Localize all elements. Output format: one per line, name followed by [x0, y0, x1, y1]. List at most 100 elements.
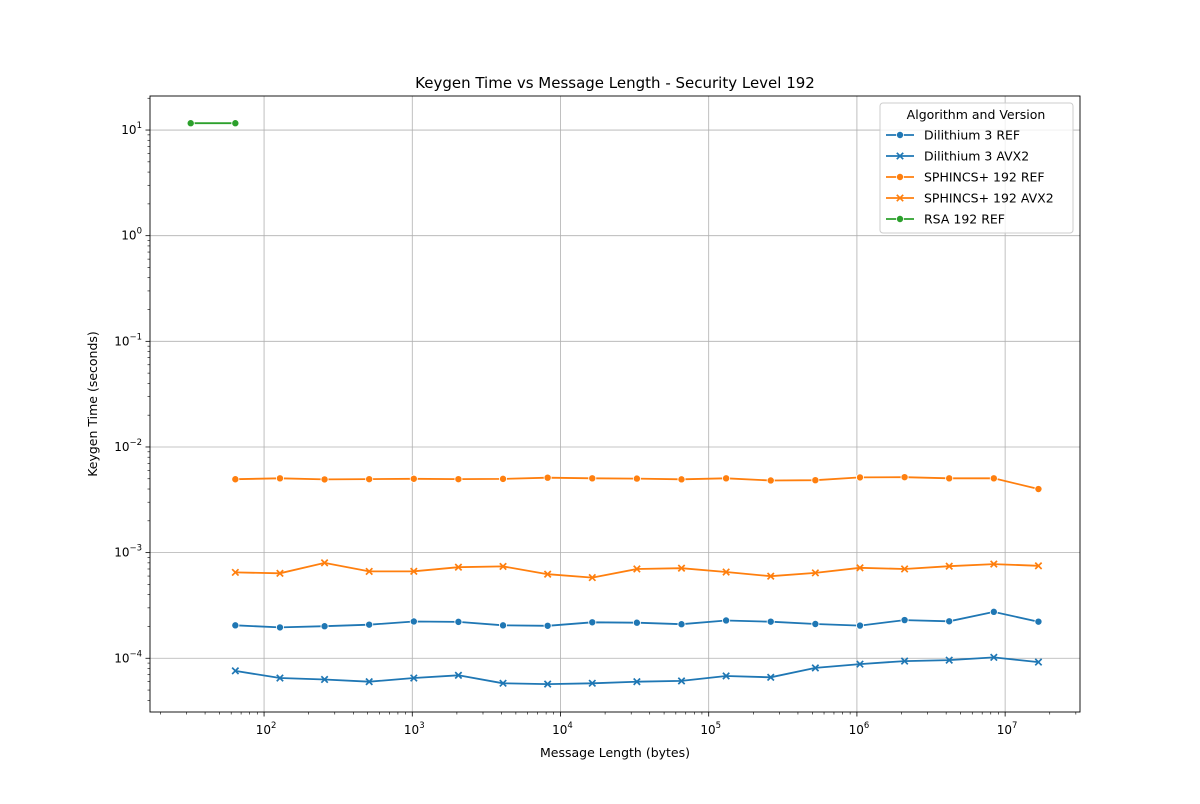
legend-swatch-marker: [896, 194, 904, 202]
data-point-dilithium-3-ref: [454, 617, 463, 626]
data-point-dilithium-3-ref: [365, 620, 374, 629]
data-point-sphincs-192-avx2-stroke: [588, 573, 597, 582]
data-point-sphincs-192-ref: [454, 475, 463, 484]
data-point-dilithium-3-avx2: [633, 677, 641, 686]
data-point-sphincs-192-avx2: [856, 564, 864, 572]
data-point-dilithium-3-avx2-stroke: [856, 660, 864, 668]
series-rsa-192-ref: [186, 119, 240, 128]
legend-label: Dilithium 3 AVX2: [924, 149, 1029, 164]
data-point-sphincs-192-ref: [231, 475, 240, 484]
data-point-sphincs-192-avx2-stroke: [722, 568, 730, 576]
y-tick-label: 10−4: [114, 649, 142, 665]
legend-swatch-marker: [896, 152, 904, 160]
data-point-sphincs-192-avx2-stroke: [990, 560, 998, 568]
data-point-sphincs-192-avx2-stroke: [409, 567, 418, 576]
axis-ticks: 102 103 104 105 106 107 10−4 10−3 10−2 10−1 100 101: [114, 97, 1077, 737]
data-point-sphincs-192-avx2-stroke: [499, 562, 507, 571]
data-point-dilithium-3-avx2: [276, 674, 284, 682]
data-point-sphincs-192-ref: [945, 474, 954, 483]
x-tick-label: 105: [700, 721, 721, 737]
data-point-dilithium-3-avx2: [856, 660, 864, 668]
data-point-dilithium-3-avx2: [454, 671, 463, 680]
data-point-dilithium-3-avx2-stroke: [454, 671, 463, 680]
data-point-sphincs-192-ref: [989, 474, 998, 483]
data-point-sphincs-192-ref: [320, 475, 329, 484]
data-point-sphincs-192-ref: [632, 474, 641, 483]
data-point-sphincs-192-avx2-stroke: [320, 559, 329, 567]
data-point-dilithium-3-avx2: [588, 679, 597, 688]
data-point-dilithium-3-ref: [409, 617, 418, 626]
data-point-dilithium-3-ref: [632, 618, 641, 627]
data-point-sphincs-192-ref: [677, 475, 686, 484]
legend-swatch-marker-stroke: [896, 194, 904, 202]
data-point-sphincs-192-avx2-stroke: [231, 568, 240, 577]
data-point-dilithium-3-avx2-stroke: [1034, 658, 1043, 666]
data-point-sphincs-192-ref: [365, 475, 374, 484]
data-point-sphincs-192-avx2: [990, 560, 998, 568]
data-point-dilithium-3-avx2-stroke: [588, 679, 597, 688]
data-point-dilithium-3-avx2-stroke: [677, 677, 686, 685]
data-point-sphincs-192-avx2: [365, 567, 373, 576]
data-point-dilithium-3-avx2: [499, 679, 507, 688]
data-point-sphincs-192-avx2-stroke: [766, 572, 775, 581]
data-point-dilithium-3-avx2: [900, 657, 909, 665]
data-point-dilithium-3-ref: [275, 623, 284, 632]
series-layer: [186, 119, 1043, 688]
data-point-dilithium-3-ref: [811, 620, 820, 629]
legend-swatch-marker-stroke: [896, 152, 904, 160]
data-point-sphincs-192-avx2: [543, 570, 552, 578]
data-point-dilithium-3-ref: [945, 617, 954, 626]
data-point-dilithium-3-avx2-stroke: [722, 672, 730, 680]
data-point-dilithium-3-ref: [677, 620, 686, 629]
data-point-sphincs-192-avx2: [900, 565, 909, 573]
data-point-rsa-192-ref: [231, 119, 240, 128]
y-tick-label: 10−3: [114, 544, 142, 560]
data-point-sphincs-192-ref: [409, 474, 418, 483]
data-point-sphincs-192-avx2: [633, 565, 641, 573]
legend-swatch-marker: [896, 172, 905, 181]
legend-swatch-marker: [896, 130, 905, 139]
data-point-sphincs-192-avx2-stroke: [856, 564, 864, 572]
data-point-dilithium-3-avx2: [409, 674, 418, 682]
data-point-dilithium-3-ref: [320, 622, 329, 631]
data-point-sphincs-192-avx2: [677, 564, 686, 573]
series-sphincs-192-avx2: [231, 559, 1043, 582]
x-tick-label: 103: [404, 721, 425, 737]
data-point-dilithium-3-ref: [588, 618, 597, 627]
data-point-dilithium-3-avx2-stroke: [811, 664, 820, 672]
data-point-dilithium-3-avx2: [722, 672, 730, 680]
data-point-sphincs-192-avx2-stroke: [276, 569, 284, 578]
data-point-sphincs-192-avx2-stroke: [677, 564, 686, 573]
data-point-dilithium-3-avx2: [677, 677, 686, 685]
x-axis-label: Message Length (bytes): [540, 745, 690, 760]
legend-entry-dilithium-3-avx2: Dilithium 3 AVX2: [886, 149, 1029, 164]
data-point-dilithium-3-ref: [900, 616, 909, 625]
data-point-dilithium-3-avx2-stroke: [990, 653, 998, 662]
legend-entry-sphincs-192-avx2: SPHINCS+ 192 AVX2: [886, 191, 1054, 206]
data-point-dilithium-3-avx2: [945, 656, 954, 664]
data-point-sphincs-192-avx2: [499, 562, 507, 571]
data-point-sphincs-192-avx2: [588, 573, 597, 582]
data-point-sphincs-192-avx2-stroke: [945, 562, 954, 570]
data-point-dilithium-3-avx2: [543, 680, 552, 688]
data-point-sphincs-192-ref: [811, 476, 820, 485]
data-point-sphincs-192-avx2-stroke: [1034, 562, 1043, 570]
data-point-dilithium-3-avx2-stroke: [945, 656, 954, 664]
data-point-sphincs-192-ref: [722, 474, 731, 483]
y-tick-label: 100: [121, 227, 142, 243]
legend-label: Dilithium 3 REF: [924, 128, 1020, 143]
legend-entries: Dilithium 3 REF Dilithium 3 AVX2 SPHINCS+ …: [886, 128, 1054, 227]
data-point-sphincs-192-ref: [1034, 485, 1043, 494]
series-dilithium-3-avx2: [231, 653, 1043, 688]
data-point-sphincs-192-ref: [275, 474, 284, 483]
data-point-sphincs-192-ref: [499, 474, 508, 483]
data-point-sphincs-192-ref: [543, 473, 552, 482]
data-point-sphincs-192-avx2: [766, 572, 775, 581]
y-axis-label: Keygen Time (seconds): [85, 331, 100, 477]
data-point-sphincs-192-avx2: [1034, 562, 1043, 570]
data-point-sphincs-192-ref: [855, 473, 864, 482]
data-point-sphincs-192-avx2: [722, 568, 730, 576]
data-point-dilithium-3-ref: [766, 617, 775, 626]
